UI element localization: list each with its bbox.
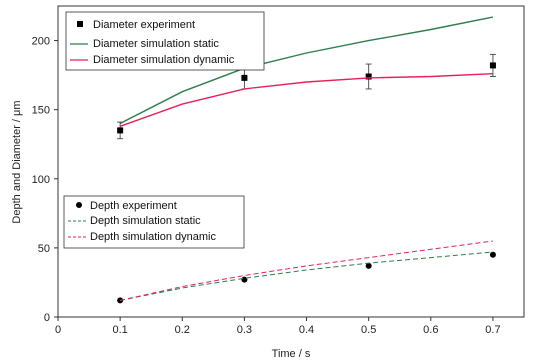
x-axis: 0 0.1 0.2 0.3 0.4 0.5 0.6 0.7 <box>55 317 501 336</box>
y-tick-label: 100 <box>32 174 50 186</box>
legend-label-diameter-simulation-dynamic: Diameter simulation dynamic <box>93 54 235 66</box>
y-tick-label: 150 <box>32 105 50 117</box>
x-axis-title: Time / s <box>272 348 311 360</box>
data-point-depth-experiment <box>489 251 496 258</box>
data-point-diameter-experiment <box>365 73 372 80</box>
series-layer <box>117 16 496 304</box>
series-line-depth-simulation-static <box>120 251 493 301</box>
x-tick-label: 0.1 <box>112 324 127 336</box>
x-tick-label: 0 <box>55 324 61 336</box>
series-line-depth-simulation-dynamic <box>119 240 493 301</box>
legend-label-depth-simulation-dynamic: Depth simulation dynamic <box>90 231 216 243</box>
legend-label-diameter-simulation-static: Diameter simulation static <box>93 38 219 50</box>
data-point-diameter-experiment <box>241 74 248 81</box>
legend-depth: Depth experiment Depth simulation static… <box>63 195 245 249</box>
x-tick-label: 0.6 <box>423 324 438 336</box>
legend-label-depth-experiment: Depth experiment <box>90 200 177 212</box>
x-tick-label: 0.5 <box>361 324 376 336</box>
data-point-diameter-experiment <box>117 127 124 134</box>
legend-marker-diameter-experiment <box>77 21 83 27</box>
y-axis: 0 50 100 150 200 <box>32 36 58 324</box>
data-point-depth-experiment <box>365 262 372 269</box>
x-tick-label: 0.2 <box>175 324 190 336</box>
y-tick-label: 200 <box>32 36 50 48</box>
series-line-diameter-simulation-dynamic <box>119 73 493 127</box>
y-axis-title: Depth and Diameter / μm <box>11 100 23 223</box>
series-line-diameter-simulation-static <box>119 16 494 125</box>
legend-diameter: Diameter experiment Diameter simulation … <box>65 11 265 71</box>
legend-label-diameter-experiment: Diameter experiment <box>93 19 195 31</box>
x-tick-label: 0.3 <box>237 324 252 336</box>
x-tick-label: 0.7 <box>485 324 500 336</box>
legend-depth-box <box>63 195 245 249</box>
legend-marker-depth-experiment <box>76 202 82 208</box>
plot-frame <box>57 5 525 318</box>
data-point-diameter-experiment <box>489 62 496 69</box>
x-tick-label: 0.4 <box>299 324 314 336</box>
y-tick-label: 50 <box>38 243 50 255</box>
legend-diameter-box <box>65 11 265 71</box>
y-tick-label: 0 <box>44 312 50 324</box>
legend-label-depth-simulation-static: Depth simulation static <box>90 215 201 227</box>
